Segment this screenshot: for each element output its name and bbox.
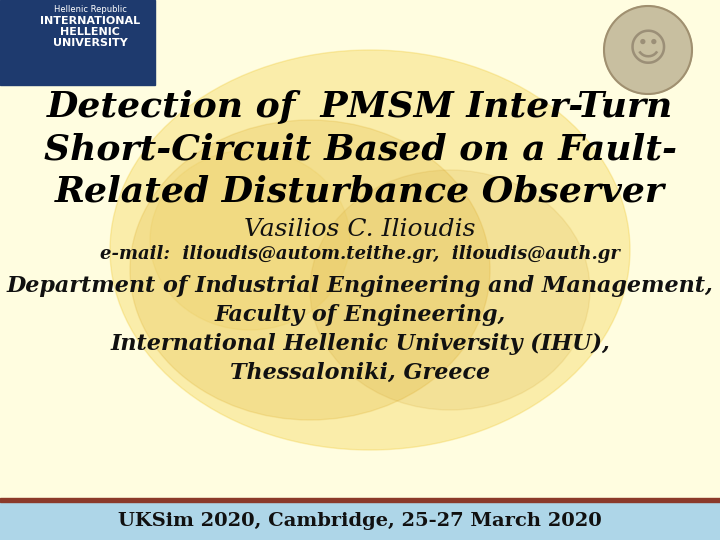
Text: ☺: ☺ <box>628 31 668 69</box>
Ellipse shape <box>110 50 630 450</box>
Text: Faculty of Engineering,: Faculty of Engineering, <box>215 304 505 326</box>
Text: e-mail:  ilioudis@autom.teithe.gr,  ilioudis@auth.gr: e-mail: ilioudis@autom.teithe.gr, ilioud… <box>100 245 620 263</box>
Text: Related Disturbance Observer: Related Disturbance Observer <box>55 174 665 208</box>
Ellipse shape <box>130 120 490 420</box>
Text: UKSim 2020, Cambridge, 25-27 March 2020: UKSim 2020, Cambridge, 25-27 March 2020 <box>118 512 602 530</box>
Text: Hellenic Republic: Hellenic Republic <box>53 5 127 14</box>
Ellipse shape <box>150 150 350 330</box>
Text: Department of Industrial Engineering and Management,: Department of Industrial Engineering and… <box>6 275 714 297</box>
Text: UNIVERSITY: UNIVERSITY <box>53 38 127 48</box>
Text: INTERNATIONAL: INTERNATIONAL <box>40 16 140 26</box>
Bar <box>0 502 720 540</box>
Text: Short-Circuit Based on a Fault-: Short-Circuit Based on a Fault- <box>43 132 677 166</box>
Text: Vasilios C. Ilioudis: Vasilios C. Ilioudis <box>244 218 476 241</box>
Text: Detection of  PMSM Inter-Turn: Detection of PMSM Inter-Turn <box>47 90 673 124</box>
Bar <box>0 498 720 502</box>
Text: Thessaloniki, Greece: Thessaloniki, Greece <box>230 362 490 384</box>
Text: HELLENIC: HELLENIC <box>60 27 120 37</box>
Ellipse shape <box>310 170 590 410</box>
Bar <box>0 0 155 85</box>
Text: International Hellenic University (IHU),: International Hellenic University (IHU), <box>110 333 610 355</box>
Circle shape <box>604 6 692 94</box>
